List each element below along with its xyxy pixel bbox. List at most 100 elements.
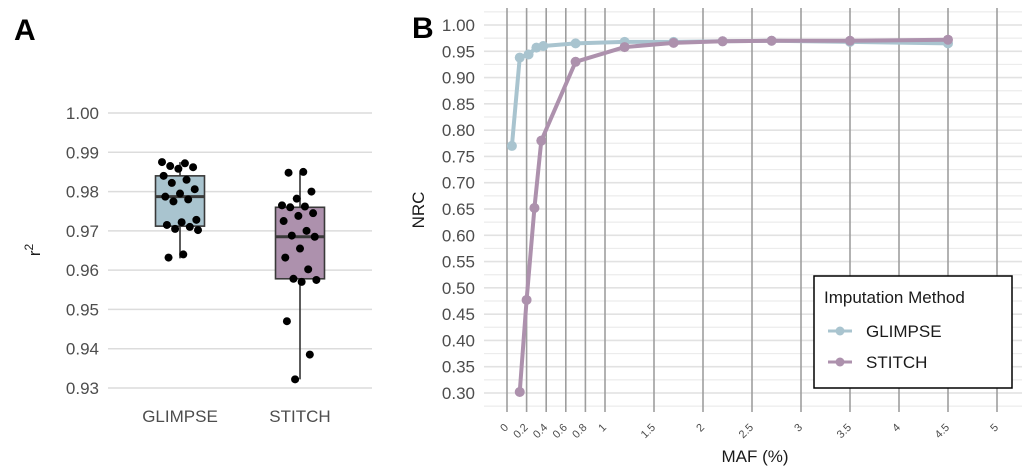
panel-b-x-tick: 4.5	[933, 422, 952, 441]
series-point	[521, 294, 532, 305]
panel-b-x-tick: 2	[694, 422, 707, 435]
data-point	[162, 220, 171, 229]
series-point	[717, 36, 728, 47]
data-point	[309, 209, 318, 218]
data-point	[169, 197, 178, 206]
panel-b-y-tick: 0.65	[442, 200, 475, 219]
data-point	[282, 317, 291, 326]
panel-b-y-tick: 1.00	[442, 16, 475, 35]
series-point	[619, 42, 630, 53]
panel-b-y-tick: 0.75	[442, 147, 475, 166]
panel-a-y-tick: 0.98	[66, 183, 99, 202]
panel-a-boxplot: A 0.93 0.94 0.95 0.96 0.97 0.98 0.99 1.00 GLIMP…	[14, 14, 372, 426]
panel-b-x-tick: 1.5	[639, 422, 658, 441]
panel-b-x-tick: 0.2	[511, 422, 530, 441]
box-glimpse	[154, 158, 206, 262]
data-point	[299, 167, 308, 176]
data-point	[164, 253, 173, 262]
data-point	[310, 232, 319, 241]
data-point	[189, 163, 198, 172]
series-point	[943, 34, 953, 45]
legend-item-stitch: STITCH	[828, 353, 927, 372]
legend-item-glimpse: GLIMPSE	[828, 322, 942, 341]
series-point	[514, 386, 525, 397]
panel-b-y-axis-label: NRC	[409, 192, 428, 229]
data-point	[161, 192, 170, 201]
data-point	[291, 375, 300, 384]
legend-title: Imputation Method	[824, 288, 965, 307]
panel-label-b: B	[412, 12, 434, 45]
data-point	[289, 274, 298, 283]
panel-b-y-tick: 0.90	[442, 69, 475, 88]
panel-b-y-tick: 0.30	[442, 384, 475, 403]
panel-a-y-axis-label: r2	[22, 244, 44, 257]
panel-b-y-tick-labels: 0.30 0.35 0.40 0.45 0.50 0.55 0.60 0.65 0.70 0.75…	[442, 16, 475, 403]
panel-label-a: A	[14, 14, 36, 47]
panel-a-y-tick: 0.94	[66, 340, 99, 359]
series-stitch	[514, 34, 953, 397]
panel-a-y-tick: 0.99	[66, 143, 99, 162]
data-point	[159, 171, 168, 180]
data-point	[287, 231, 296, 240]
series-point	[570, 56, 581, 67]
panel-a-y-tick-labels: 0.93 0.94 0.95 0.96 0.97 0.98 0.99 1.00	[66, 104, 99, 398]
panel-b-y-tick: 0.40	[442, 331, 475, 350]
legend-label-stitch: STITCH	[866, 353, 927, 372]
panel-b-y-tick: 0.55	[442, 253, 475, 272]
data-point	[192, 215, 201, 224]
panel-b-x-tick: 0	[498, 422, 511, 435]
data-point	[292, 194, 301, 203]
data-point	[184, 195, 193, 204]
panel-b-y-tick: 0.70	[442, 174, 475, 193]
legend-marker-glimpse	[835, 326, 845, 336]
data-point	[312, 275, 321, 284]
panel-b-y-tick: 0.45	[442, 305, 475, 324]
panel-a-y-tick: 0.95	[66, 300, 99, 319]
series-point	[570, 38, 581, 49]
panel-a-x-tick: STITCH	[269, 407, 330, 426]
series-point	[668, 37, 679, 48]
data-point	[179, 250, 188, 259]
series-point	[536, 135, 547, 146]
panel-a-x-tick-labels: GLIMPSE STITCH	[142, 407, 330, 426]
series-point	[514, 52, 525, 63]
series-point	[506, 140, 517, 151]
panel-b-line-chart: 0.300.350.400.450.500.550.600.650.700.75…	[409, 8, 1022, 466]
panel-b-x-tick: 2.5	[737, 422, 756, 441]
series-point	[538, 41, 549, 52]
data-point	[190, 185, 199, 194]
data-point	[302, 226, 311, 235]
panel-b-series	[506, 34, 953, 397]
panel-a-x-tick: GLIMPSE	[142, 407, 218, 426]
data-point	[279, 217, 288, 226]
panel-b-x-tick: 0.4	[531, 422, 550, 441]
data-point	[300, 202, 309, 211]
data-point	[167, 178, 176, 187]
data-point	[176, 189, 184, 198]
panel-b-y-tick: 0.80	[442, 121, 475, 140]
panel-b-x-tick: 0.8	[570, 422, 589, 441]
data-point	[305, 350, 314, 359]
panel-b-x-tick: 3.5	[835, 422, 854, 441]
panel-b-y-tick: 0.35	[442, 358, 475, 377]
panel-b-x-tick: 1	[596, 422, 609, 435]
panel-a-y-tick: 0.93	[66, 379, 99, 398]
panel-b-x-tick: 4	[890, 422, 903, 435]
legend-marker-stitch	[835, 357, 845, 367]
panel-a-y-tick: 1.00	[66, 104, 99, 123]
data-point	[297, 277, 306, 286]
data-point	[177, 218, 186, 227]
panel-a-y-tick: 0.96	[66, 261, 99, 280]
series-glimpse	[506, 35, 953, 151]
data-point	[307, 187, 316, 196]
data-point	[278, 201, 286, 210]
data-point	[158, 158, 166, 167]
series-point	[766, 35, 777, 46]
data-point	[286, 203, 295, 212]
data-point	[185, 222, 194, 231]
panel-b-y-tick: 0.85	[442, 95, 475, 114]
panel-a-gridlines	[108, 112, 372, 389]
data-point	[296, 244, 304, 253]
data-point	[281, 253, 290, 262]
data-point	[174, 164, 183, 173]
